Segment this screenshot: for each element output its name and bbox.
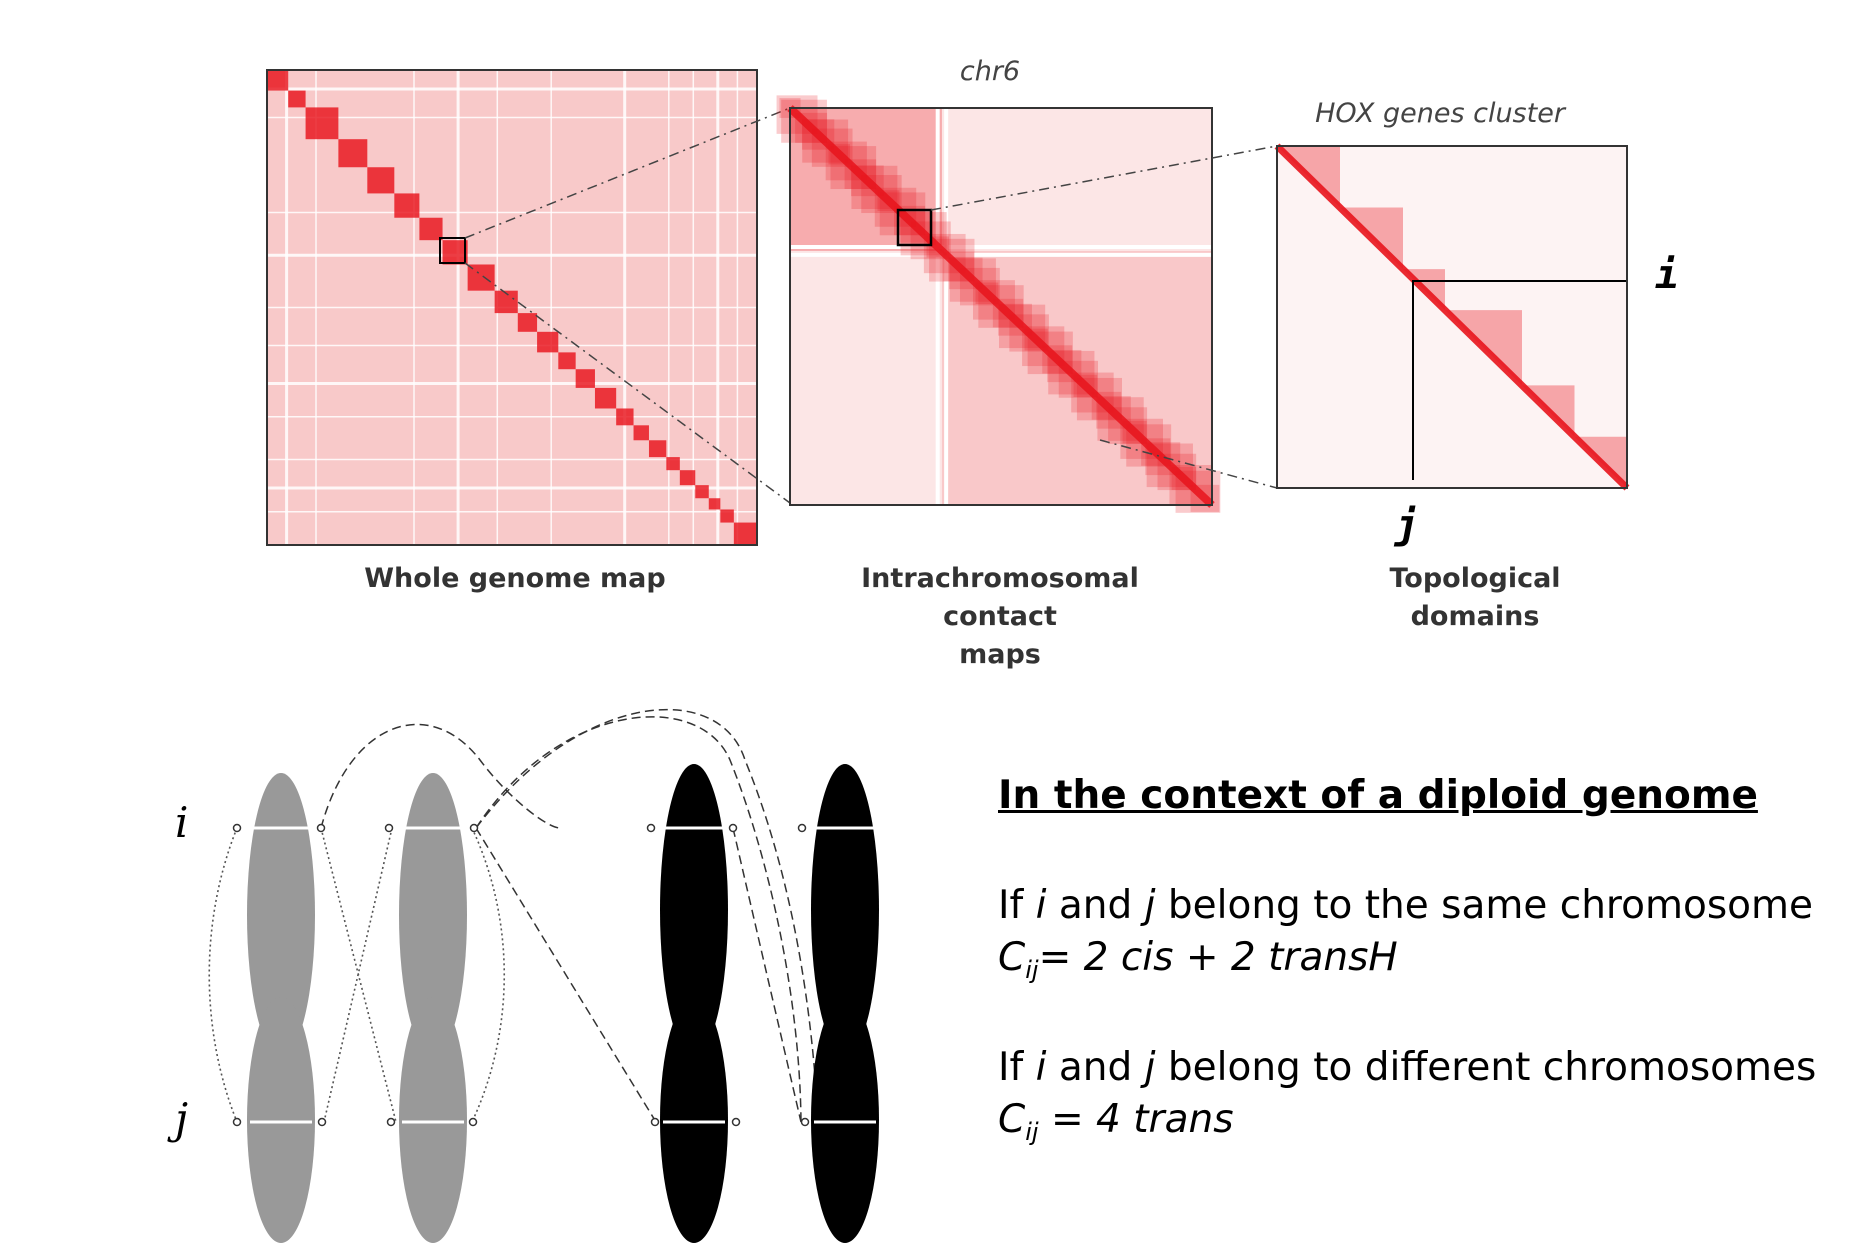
wg-block	[648, 440, 667, 458]
wg-block	[695, 485, 709, 499]
hox-ij-guide	[1412, 280, 1628, 480]
wg-block	[419, 217, 443, 241]
same-chromosome-line: If i and j belong to the same chromosome	[998, 883, 1813, 928]
hox-label-i: i	[1655, 252, 1680, 298]
wg-block	[338, 139, 368, 168]
different-chromosome-line: If i and j belong to different chromosom…	[998, 1045, 1816, 1090]
intrachromosomal-caption: Intrachromosomal contact maps	[800, 560, 1200, 674]
diff-j: j	[1144, 1045, 1156, 1090]
whole-genome-diagonal-blocks	[267, 70, 757, 545]
hox-label-j: j	[1395, 502, 1420, 548]
chromosome-label-j: j	[175, 1094, 189, 1143]
hox-diag-line	[1274, 143, 1630, 491]
diff-pre: If	[998, 1045, 1036, 1090]
diff-formula-rest: = 4 trans	[1038, 1097, 1234, 1142]
zoom-connector-top-2	[930, 145, 1278, 211]
diff-post: belong to different chromosomes	[1155, 1045, 1817, 1090]
whole-genome-heatmap	[266, 69, 758, 546]
diff-formula-c: C	[998, 1097, 1026, 1142]
same-formula-rest: = 2 cis + 2 transH	[1038, 935, 1398, 980]
hox-title: HOX genes cluster	[1315, 98, 1565, 129]
ic-diag-line	[787, 105, 1215, 508]
hox-caption: Topological domains	[1330, 560, 1620, 636]
different-chromosome-formula: Cij = 4 trans	[998, 1097, 1234, 1146]
wg-block	[616, 408, 634, 426]
wg-block	[537, 331, 559, 353]
wg-block	[367, 167, 395, 194]
same-formula-c: C	[998, 935, 1026, 980]
zoom-connector-bottom-2	[1099, 439, 1278, 489]
same-pre: If	[998, 883, 1036, 928]
chromosome-black-2	[811, 764, 879, 1243]
same-post: belong to the same chromosome	[1155, 883, 1813, 928]
wg-block	[442, 240, 468, 265]
locus-dots	[232, 823, 810, 1127]
wg-block	[494, 290, 518, 314]
chromosome-gray-1	[247, 773, 315, 1243]
same-chromosome-formula: Cij= 2 cis + 2 transH	[998, 935, 1398, 984]
diff-mid: and	[1046, 1045, 1145, 1090]
hox-diagonal	[1274, 143, 1630, 491]
intrachromosomal-caption-line2: maps	[959, 639, 1041, 670]
cis-curve-left	[208, 827, 238, 1123]
whole-genome-zoom-box	[439, 237, 466, 264]
wg-block	[558, 352, 576, 370]
wg-block	[633, 425, 649, 441]
wg-block	[708, 498, 721, 510]
chromosome-diagram	[208, 708, 879, 1243]
trans-arc-1	[320, 723, 561, 829]
chromosome-gray-2	[399, 773, 467, 1243]
intrachromosomal-heatmap	[776, 95, 1221, 513]
diff-formula-sub: ij	[1025, 1118, 1039, 1146]
wg-block	[517, 313, 538, 332]
trans-arc-2	[475, 716, 802, 1123]
intrachromosomal-frame	[789, 107, 1213, 506]
trans-line-1	[475, 827, 657, 1123]
hox-caption-line1: Topological	[1389, 563, 1561, 594]
zoom-connector-top-1	[464, 107, 791, 239]
wg-block	[666, 457, 680, 471]
diploid-heading: In the context of a diploid genome	[998, 773, 1758, 818]
whole-genome-caption: Whole genome map	[364, 563, 666, 594]
trans-arc-3	[475, 708, 819, 1123]
transH-line-2	[323, 827, 393, 1123]
wg-block	[575, 369, 595, 388]
wg-block	[288, 90, 306, 108]
cis-curve-right	[471, 827, 506, 1123]
chromosome-black-1	[660, 764, 728, 1243]
wg-block	[733, 522, 757, 545]
zoom-connector-bottom-1	[464, 262, 791, 504]
wg-block	[679, 470, 696, 486]
same-mid: and	[1046, 883, 1145, 928]
wg-block	[594, 387, 617, 409]
chromosome-label-i: i	[175, 798, 189, 847]
same-formula-sub: ij	[1025, 956, 1039, 984]
wg-block	[720, 509, 734, 523]
whole-genome-frame	[266, 69, 758, 546]
intrachromosomal-caption-line1: Intrachromosomal contact	[861, 563, 1139, 632]
wg-block	[394, 193, 420, 218]
same-i: i	[1035, 883, 1047, 928]
wg-block	[305, 107, 339, 140]
hox-caption-line2: domains	[1410, 601, 1540, 632]
diff-i: i	[1035, 1045, 1047, 1090]
hox-heatmap	[1274, 143, 1630, 491]
same-j: j	[1144, 883, 1156, 928]
hox-frame	[1276, 145, 1628, 489]
wg-block	[267, 70, 289, 91]
intrachromosomal-title: chr6	[959, 56, 1021, 87]
intrachromosomal-zoom-box	[896, 208, 933, 247]
trans-line-2	[732, 827, 802, 1123]
